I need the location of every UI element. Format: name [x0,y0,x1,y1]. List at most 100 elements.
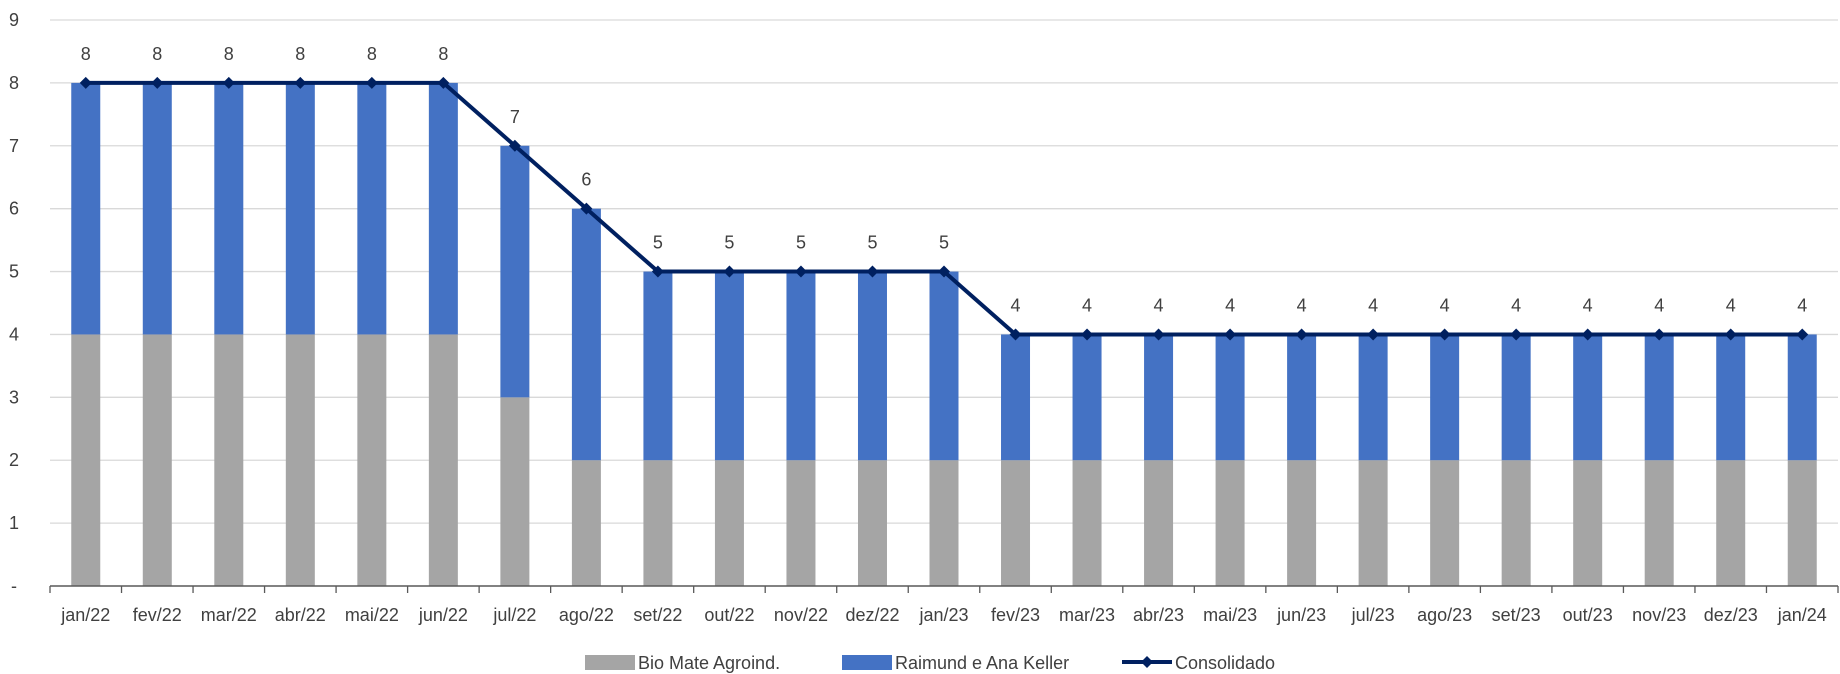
x-tick-label: mar/23 [1059,605,1115,625]
consolidado-marker [794,265,807,278]
x-tick-label: out/22 [704,605,754,625]
bar-raimund [857,271,887,461]
consolidado-marker [222,76,235,89]
legend: Bio Mate Agroind. Raimund e Ana Keller C… [585,653,1275,673]
bar-bio-mate [214,334,244,586]
data-label: 8 [81,44,91,64]
consolidado-marker [437,76,450,89]
bar-raimund [643,271,673,461]
y-tick-label: 7 [9,136,19,156]
consolidado-marker [1152,328,1165,341]
bar-raimund [1072,334,1102,461]
data-label: 7 [510,107,520,127]
x-tick-label: set/22 [633,605,682,625]
consolidado-line [79,76,1809,341]
bar-raimund [285,82,315,335]
bar-raimund [929,271,959,461]
consolidado-marker [580,202,593,215]
x-tick-label: jun/23 [1276,605,1326,625]
x-tick-label: abr/23 [1133,605,1184,625]
data-label: 4 [1297,295,1307,315]
legend-item-bio-mate: Bio Mate Agroind. [585,653,780,673]
legend-label-bio-mate: Bio Mate Agroind. [638,653,780,673]
x-axis-ticks: jan/22 fev/22 mar/22 abr/22 mai/22 jun/22 jul/… [60,605,1827,625]
x-tick-label: dez/23 [1704,605,1758,625]
data-label: 5 [653,233,663,253]
x-axis [49,585,1839,593]
consolidado-marker [1653,328,1666,341]
bar-bio-mate [71,334,101,586]
data-label: 4 [1511,295,1521,315]
bar-raimund [357,82,387,335]
bar-raimund [214,82,244,335]
bar-bio-mate [1144,460,1174,586]
data-label: 5 [724,233,734,253]
consolidado-marker [651,265,664,278]
bar-raimund [1215,334,1245,461]
x-tick-label: ago/22 [559,605,614,625]
bar-bio-mate [142,334,172,586]
x-tick-label: mai/22 [345,605,399,625]
bar-raimund [786,271,816,461]
data-label: 8 [295,44,305,64]
bar-bio-mate [1430,460,1460,586]
data-label: 8 [224,44,234,64]
consolidado-marker [151,76,164,89]
data-label: 5 [796,233,806,253]
legend-swatch-bio-mate [585,655,635,670]
bar-raimund [571,208,601,461]
y-tick-label: - [11,576,17,596]
consolidado-marker [79,76,92,89]
consolidado-marker [1367,328,1380,341]
y-tick-label: 3 [9,387,19,407]
legend-item-raimund: Raimund e Ana Keller [842,653,1069,673]
bar-bio-mate [1787,460,1817,586]
bar-raimund [714,271,744,461]
bar-raimund [142,82,172,335]
consolidado-marker [1009,328,1022,341]
y-tick-label: 6 [9,199,19,219]
consolidado-marker [1510,328,1523,341]
data-label: 4 [1440,295,1450,315]
bar-raimund [1573,334,1603,461]
x-tick-label: ago/23 [1417,605,1472,625]
x-tick-label: nov/22 [774,605,828,625]
x-tick-label: out/23 [1563,605,1613,625]
y-tick-label: 5 [9,262,19,282]
bar-bio-mate [357,334,387,586]
bar-bio-mate [571,460,601,586]
data-labels: 8 8 8 8 8 8 7 6 5 5 5 5 5 4 4 4 4 4 4 4 4 4 4 4 4 [81,44,1807,316]
x-tick-label: mar/22 [201,605,257,625]
bar-bio-mate [285,334,315,586]
bar-bio-mate [786,460,816,586]
consolidado-marker [938,265,950,278]
bar-raimund [1144,334,1174,461]
x-tick-label: fev/22 [133,605,182,625]
bar-bio-mate [1573,460,1603,586]
bar-raimund [71,82,101,335]
data-label: 5 [867,233,877,253]
data-label: 4 [1225,295,1235,315]
data-label: 4 [1368,295,1378,315]
consolidado-marker [1081,328,1094,341]
data-label: 8 [438,44,448,64]
y-tick-label: 2 [9,450,19,470]
x-tick-label: dez/22 [845,605,899,625]
legend-label-consolidado: Consolidado [1175,653,1275,673]
bar-bio-mate [1072,460,1102,586]
y-tick-label: 9 [9,10,19,30]
bar-raimund [1787,334,1817,461]
consolidado-marker [1295,328,1308,341]
legend-marker-consolidado [1141,656,1153,668]
consolidado-marker [1438,328,1451,341]
data-label: 4 [1583,295,1593,315]
legend-label-raimund: Raimund e Ana Keller [895,653,1069,673]
x-tick-label: nov/23 [1632,605,1686,625]
consolidado-marker [1724,328,1737,341]
bar-bio-mate [1716,460,1746,586]
x-tick-label: jan/24 [1777,605,1827,625]
x-tick-label: fev/23 [991,605,1040,625]
data-label: 6 [581,170,591,190]
